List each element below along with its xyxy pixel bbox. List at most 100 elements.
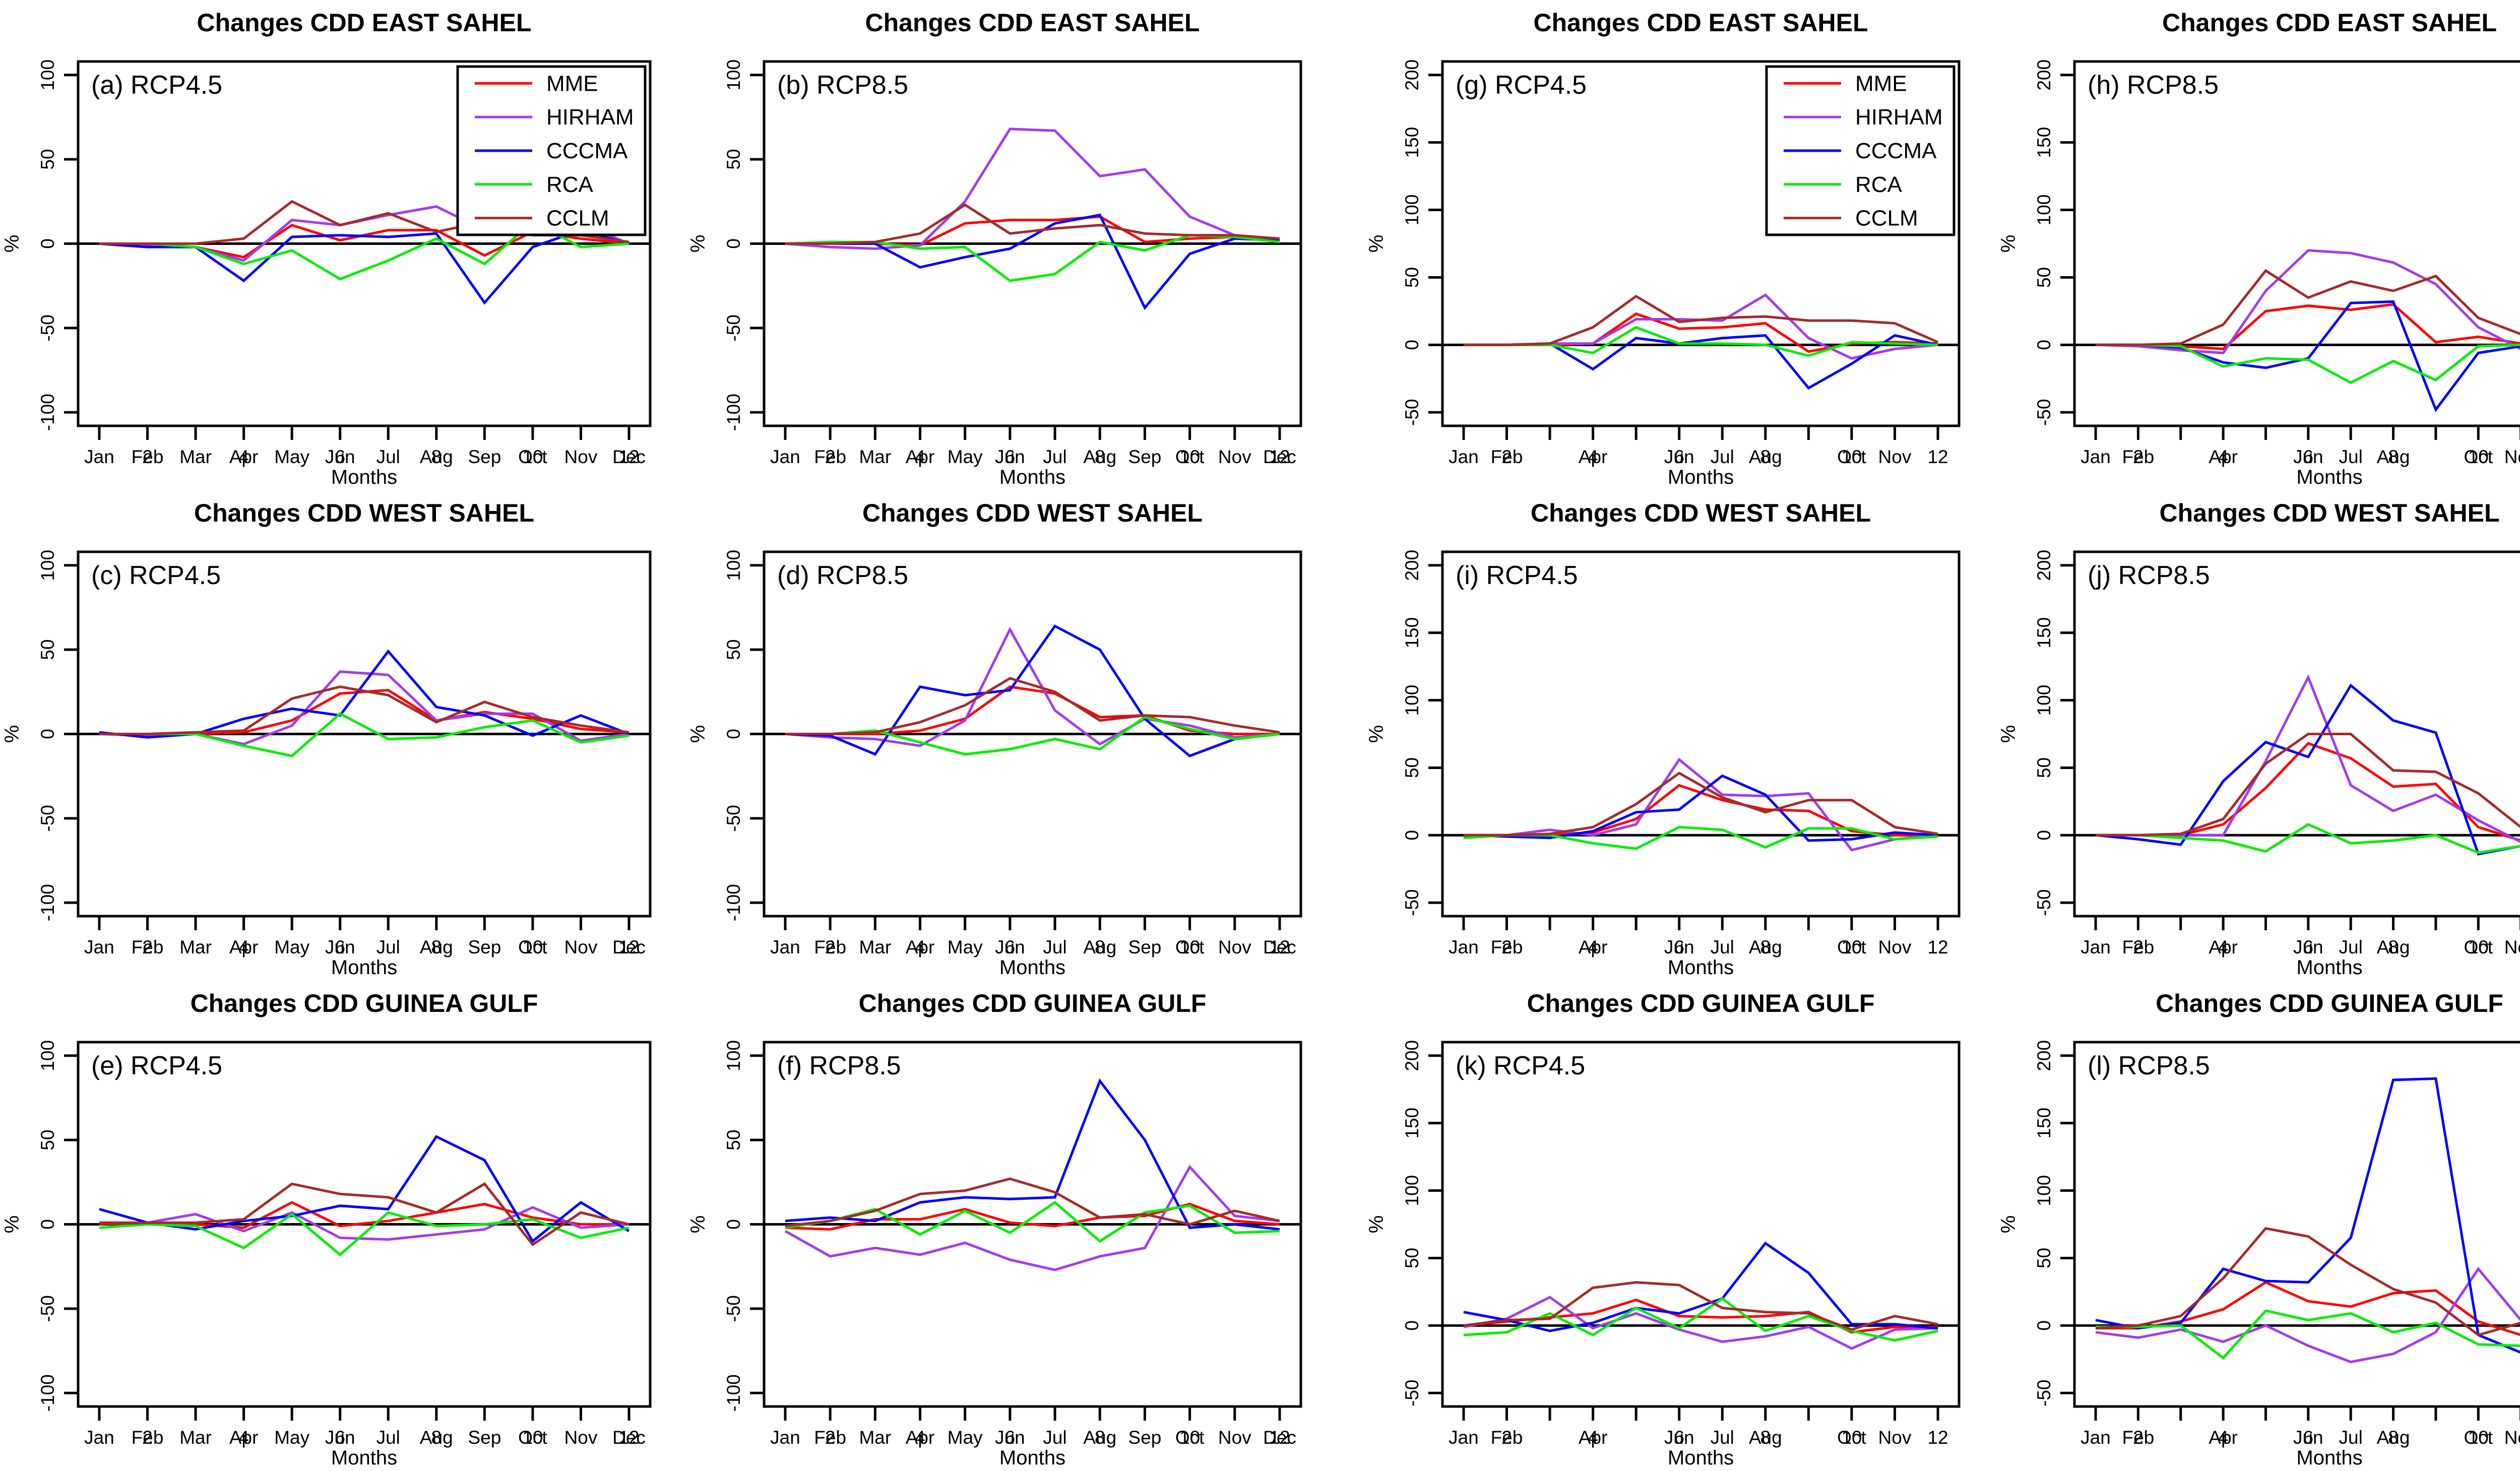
- panel-a: Changes CDD EAST SAHEL -100 -50 0 50 100 Jan Fe…: [1, 9, 652, 488]
- panel-j: Changes CDD WEST SAHEL -50 0 50 100 150 200 Jan…: [1997, 499, 2520, 979]
- month-label: Mar: [859, 1427, 891, 1448]
- x-axis-label: Months: [1668, 466, 1734, 488]
- panel-scenario-label: (e) RCP4.5: [91, 1051, 222, 1080]
- series-line-hirham: [2096, 674, 2520, 843]
- month-label: Apr: [1579, 446, 1608, 467]
- panel-scenario-label: (d) RCP8.5: [777, 561, 908, 590]
- month-label: Jun: [995, 1427, 1025, 1448]
- month-number-label: 6: [1005, 937, 1016, 957]
- month-label: Jul: [2339, 446, 2363, 467]
- panel-b: Changes CDD EAST SAHEL -100 -50 0 50 100 Jan Fe…: [687, 9, 1302, 488]
- panel-scenario-label: (f) RCP8.5: [777, 1051, 901, 1080]
- month-number-label: 8: [431, 446, 442, 467]
- month-number-label: 2: [1501, 937, 1512, 957]
- plot-frame: [1441, 60, 1961, 427]
- month-label: May: [274, 937, 309, 957]
- series-line-rca: [785, 1200, 1280, 1243]
- series-line-rca: [99, 1211, 629, 1257]
- month-label: Apr: [2209, 1427, 2238, 1448]
- y-tick-label: 200: [2034, 59, 2054, 91]
- series-line-hirham: [784, 1165, 1280, 1271]
- y-tick-label: 150: [2034, 127, 2054, 158]
- month-label: Aug: [2377, 937, 2410, 957]
- y-tick-label: 50: [2034, 757, 2054, 778]
- y-tick-label: 0: [37, 729, 58, 739]
- y-tick-label: 0: [1402, 1320, 1422, 1331]
- series-line-hirham: [1464, 293, 1938, 360]
- month-label: May: [948, 446, 983, 467]
- month-label: Jul: [1043, 446, 1066, 467]
- month-number-label: 6: [1674, 1427, 1684, 1448]
- y-tick-label: -50: [723, 1295, 744, 1322]
- month-label: Jun: [995, 446, 1025, 467]
- y-tick-label: 0: [37, 1219, 58, 1230]
- y-tick-label: 50: [37, 149, 58, 170]
- series-line-cclm: [2096, 733, 2520, 837]
- series-line-hirham: [2095, 249, 2520, 354]
- series-line-mme: [99, 1201, 629, 1229]
- panel-k: Changes CDD GUINEA GULF -50 0 50 100 150 200 Ja…: [1365, 989, 1961, 1469]
- month-label: Aug: [420, 1427, 453, 1448]
- month-number-label: 8: [1760, 1427, 1771, 1448]
- month-label: Nov: [1878, 446, 1912, 467]
- month-label: Oct: [1837, 937, 1866, 957]
- month-label: Feb: [132, 937, 164, 957]
- y-tick-label: 50: [1402, 267, 1422, 288]
- month-label: Dec: [612, 446, 646, 467]
- month-number-label: 12: [618, 446, 639, 467]
- series-line-mme: [785, 685, 1280, 735]
- month-label: Aug: [1083, 446, 1116, 467]
- month-label: Sep: [1128, 446, 1162, 467]
- month-label: Feb: [2122, 1427, 2154, 1448]
- month-label: Jul: [1711, 937, 1734, 957]
- month-number-label: 6: [1005, 1427, 1016, 1448]
- y-tick-label: -100: [723, 884, 744, 921]
- y-tick-label: 50: [723, 149, 744, 170]
- panel-title: Changes CDD WEST SAHEL: [862, 499, 1203, 527]
- month-label: Mar: [859, 937, 891, 957]
- y-axis-label: %: [687, 725, 709, 743]
- y-tick-label: -100: [723, 1374, 744, 1412]
- panel-title: Changes CDD GUINEA GULF: [859, 989, 1207, 1017]
- month-label: Aug: [2377, 1427, 2410, 1448]
- y-tick-label: 100: [723, 550, 744, 581]
- series-line-cccma: [785, 213, 1280, 310]
- series-line-hirham: [785, 127, 1280, 250]
- y-tick-label: 150: [1402, 1108, 1422, 1139]
- panel-title: Changes CDD EAST SAHEL: [865, 9, 1200, 37]
- month-label: Aug: [1749, 937, 1782, 957]
- month-number-label: 12: [1927, 446, 1948, 467]
- panel-scenario-label: (g) RCP4.5: [1456, 71, 1587, 100]
- series-line-cclm: [2096, 269, 2520, 346]
- month-label: Nov: [1218, 1427, 1251, 1448]
- y-tick-label: -50: [1402, 1379, 1422, 1406]
- month-label: Sep: [1128, 1427, 1162, 1448]
- panel-d: Changes CDD WEST SAHEL -100 -50 0 50 100 Jan Fe…: [687, 499, 1302, 979]
- x-axis-label: Months: [999, 1447, 1065, 1469]
- legend-label-cccma: CCCMA: [1855, 139, 1937, 163]
- month-number-label: 10: [522, 1427, 543, 1448]
- month-label: May: [274, 1427, 309, 1448]
- series-line-rca: [1463, 1297, 1938, 1342]
- month-label: Feb: [814, 1427, 846, 1448]
- month-label: Oct: [1175, 937, 1205, 957]
- month-number-label: 2: [825, 1427, 836, 1448]
- y-tick-label: -100: [723, 394, 744, 431]
- y-tick-label: 100: [37, 550, 58, 581]
- month-number-label: 6: [1674, 446, 1684, 467]
- y-tick-label: 50: [37, 1130, 58, 1150]
- y-tick-label: -100: [37, 394, 58, 431]
- month-label: Apr: [1579, 937, 1608, 957]
- month-label: Nov: [564, 446, 598, 467]
- month-label: Jun: [2293, 937, 2323, 957]
- month-number-label: 8: [1095, 1427, 1105, 1448]
- month-number-label: 2: [142, 446, 153, 467]
- month-label: Aug: [1083, 937, 1116, 957]
- month-label: Jan: [1448, 937, 1479, 957]
- x-axis-label: Months: [1668, 1447, 1734, 1469]
- legend-label-hirham: HIRHAM: [546, 105, 634, 130]
- legend-label-rca: RCA: [1855, 172, 1903, 197]
- month-label: Jun: [1664, 1427, 1694, 1448]
- month-number-label: 10: [1841, 937, 1862, 957]
